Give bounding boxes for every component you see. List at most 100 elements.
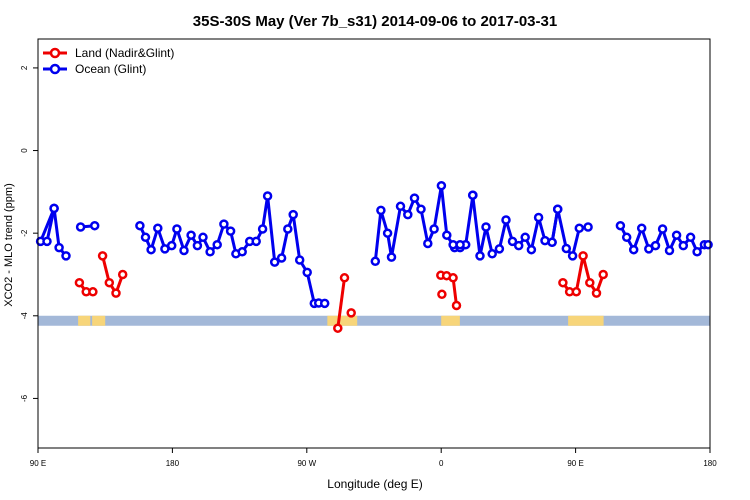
data-point: [198, 232, 208, 243]
data-point: [558, 277, 568, 288]
data-point: [75, 222, 86, 232]
series: [74, 251, 608, 333]
y-tick-label: -6: [20, 394, 29, 402]
data-point: [585, 277, 595, 288]
data-point: [571, 287, 582, 297]
land-patch: [568, 315, 604, 326]
x-tick-label: 180: [703, 459, 717, 468]
data-point: [678, 240, 689, 251]
data-point: [501, 215, 511, 225]
data-point: [583, 222, 593, 232]
data-point: [302, 267, 312, 278]
data-point: [269, 257, 280, 267]
series-line: [45, 208, 56, 242]
data-point: [409, 193, 420, 203]
data-point: [294, 255, 305, 265]
data-point: [49, 203, 59, 214]
data-point: [628, 244, 639, 255]
data-point: [574, 223, 585, 233]
data-point: [567, 251, 578, 261]
data-point: [395, 201, 406, 212]
y-tick-label: -2: [20, 229, 29, 237]
data-point: [487, 249, 497, 259]
data-point: [436, 180, 447, 191]
data-point: [621, 232, 632, 243]
data-point: [370, 256, 381, 267]
data-point: [140, 232, 151, 243]
data-point: [192, 240, 203, 251]
data-point: [179, 245, 189, 256]
data-point: [561, 243, 572, 254]
data-point: [283, 224, 293, 234]
series: [35, 180, 713, 309]
data-point: [533, 212, 544, 223]
data-point: [448, 273, 458, 283]
data-point: [429, 224, 439, 234]
data-point: [97, 251, 108, 261]
data-point: [416, 204, 426, 214]
data-point: [442, 230, 452, 240]
data-point: [520, 232, 530, 243]
series-line: [336, 277, 346, 329]
data-point: [153, 223, 163, 233]
y-tick-label: 0: [20, 148, 29, 153]
data-point: [74, 277, 85, 288]
data-point: [526, 244, 537, 255]
y-tick-label: 2: [20, 65, 29, 70]
data-point: [636, 223, 647, 233]
data-point: [403, 209, 413, 220]
x-axis-label: Longitude (deg E): [327, 477, 422, 491]
x-tick-label: 0: [439, 459, 444, 468]
series-line: [101, 255, 125, 295]
data-point: [615, 220, 626, 231]
data-point: [61, 251, 71, 261]
data-point: [657, 224, 668, 234]
data-point: [205, 247, 215, 257]
legend: Land (Nadir&Glint) Ocean (Glint): [43, 46, 174, 76]
x-axis: 90 E 180 90 W 0 90 E 180: [30, 448, 717, 468]
data-point: [467, 190, 478, 200]
data-point: [451, 300, 462, 311]
data-point: [288, 209, 298, 220]
data-point: [257, 224, 268, 234]
data-point: [591, 288, 602, 298]
data-point: [42, 236, 52, 247]
data-point: [339, 273, 350, 283]
data-point: [578, 251, 588, 261]
data-point: [703, 239, 713, 250]
data-point: [598, 269, 608, 280]
data-point: [494, 244, 505, 254]
data-point: [423, 238, 433, 249]
x-tick-label: 180: [166, 459, 180, 468]
data-point: [89, 220, 100, 231]
chart-title: 35S-30S May (Ver 7b_s31) 2014-09-06 to 2…: [193, 13, 557, 30]
land-patch: [78, 315, 91, 326]
data-point: [111, 288, 121, 298]
data-point: [146, 244, 156, 255]
data-point: [186, 230, 196, 240]
land-patch: [327, 315, 358, 326]
data-point: [346, 308, 356, 318]
data-point: [225, 226, 236, 236]
data-point: [650, 240, 661, 251]
data-point: [475, 251, 485, 261]
data-point: [219, 219, 229, 229]
data-point: [172, 224, 182, 234]
legend-label: Ocean (Glint): [75, 62, 146, 76]
legend-marker: [49, 47, 61, 59]
data-point: [117, 269, 128, 280]
data-point: [692, 247, 702, 257]
data-point: [386, 252, 397, 262]
data-point: [251, 236, 261, 247]
x-tick-label: 90 E: [30, 459, 46, 468]
data-point: [437, 289, 447, 300]
series-line: [39, 206, 68, 257]
data-point: [552, 204, 563, 214]
data-point: [237, 247, 247, 257]
land-patch: [441, 315, 460, 326]
data-point: [382, 228, 393, 238]
data-point: [333, 323, 343, 333]
data-point: [54, 242, 64, 253]
data-point: [481, 222, 491, 232]
